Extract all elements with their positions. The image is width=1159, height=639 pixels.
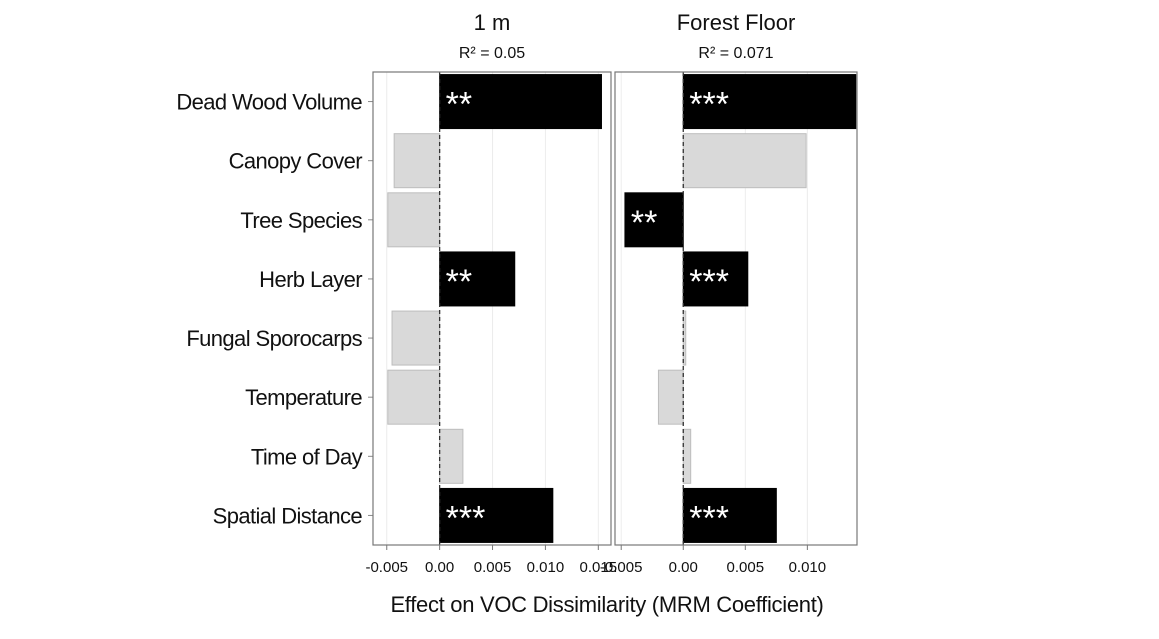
panel-forest-floor-bar-time-of-day (682, 428, 692, 484)
category-label-fungal-sporocarps: Fungal Sporocarps (186, 326, 362, 351)
category-label-temperature: Temperature (245, 385, 362, 410)
panel-forest-floor-significance-dead-wood-volume: *** (689, 86, 729, 124)
panel-forest-floor-x-tick-label-2: 0.005 (727, 559, 765, 576)
panel-forest-floor-frame (614, 71, 858, 546)
x-axis-label: Effect on VOC Dissimilarity (MRM Coeffic… (390, 592, 823, 617)
panel-1-m-title: 1 m (474, 10, 511, 35)
panel-forest-floor-significance-herb-layer: *** (689, 263, 729, 301)
category-label-time-of-day: Time of Day (251, 444, 363, 469)
panel-1-m-bar-tree-species (387, 192, 441, 248)
panel-1-m-bar-canopy-cover (393, 133, 441, 189)
panel-1-m-bar-fungal-sporocarps (391, 310, 441, 366)
panel-forest-floor-x-tick-label-0: -0.005 (600, 559, 643, 576)
category-label-canopy-cover: Canopy Cover (229, 149, 363, 174)
panel-1-m-x-tick-label-3: 0.010 (527, 559, 565, 576)
panel-1-m-significance-spatial-distance: *** (446, 499, 486, 537)
category-label-dead-wood-volume: Dead Wood Volume (176, 90, 362, 115)
panel-forest-floor-r-squared: R² = 0.071 (698, 45, 773, 62)
panel-forest-floor-bar-temperature (657, 369, 684, 425)
category-label-spatial-distance: Spatial Distance (213, 503, 363, 528)
panel-forest-floor-title: Forest Floor (677, 10, 796, 35)
panel-1-m-r-squared: R² = 0.05 (459, 45, 525, 62)
category-label-tree-species: Tree Species (240, 208, 362, 233)
panel-forest-floor-bar-herb-layer (682, 251, 749, 307)
panel-1-m-x-tick-label-1: 0.00 (425, 559, 454, 576)
panel-1-m-x-tick-label-2: 0.005 (474, 559, 512, 576)
panel-forest-floor-bar-dead-wood-volume (682, 74, 857, 130)
panel-forest-floor-significance-spatial-distance: *** (689, 499, 729, 537)
panel-1-m-bar-time-of-day (439, 428, 464, 484)
panel-forest-floor-significance-tree-species: ** (631, 204, 657, 242)
panel-1-m-x-tick-label-4: 0.015 (580, 559, 618, 576)
panel-1-m-bar-temperature (387, 369, 441, 425)
panel-1-m-frame (372, 71, 612, 546)
panel-forest-floor-bar-spatial-distance (682, 487, 777, 543)
category-label-herb-layer: Herb Layer (259, 267, 362, 292)
panel-1-m-bar-herb-layer (439, 251, 516, 307)
panel-1-m-x-tick-label-0: -0.005 (365, 559, 408, 576)
panel-1-m-bar-spatial-distance (439, 487, 554, 543)
panel-forest-floor-x-tick-label-3: 0.010 (789, 559, 827, 576)
panel-forest-floor-x-tick-label-1: 0.00 (669, 559, 698, 576)
panel-1-m-significance-herb-layer: ** (446, 263, 472, 301)
panel-forest-floor-bar-canopy-cover (682, 133, 807, 189)
panel-1-m-significance-dead-wood-volume: ** (446, 86, 472, 124)
